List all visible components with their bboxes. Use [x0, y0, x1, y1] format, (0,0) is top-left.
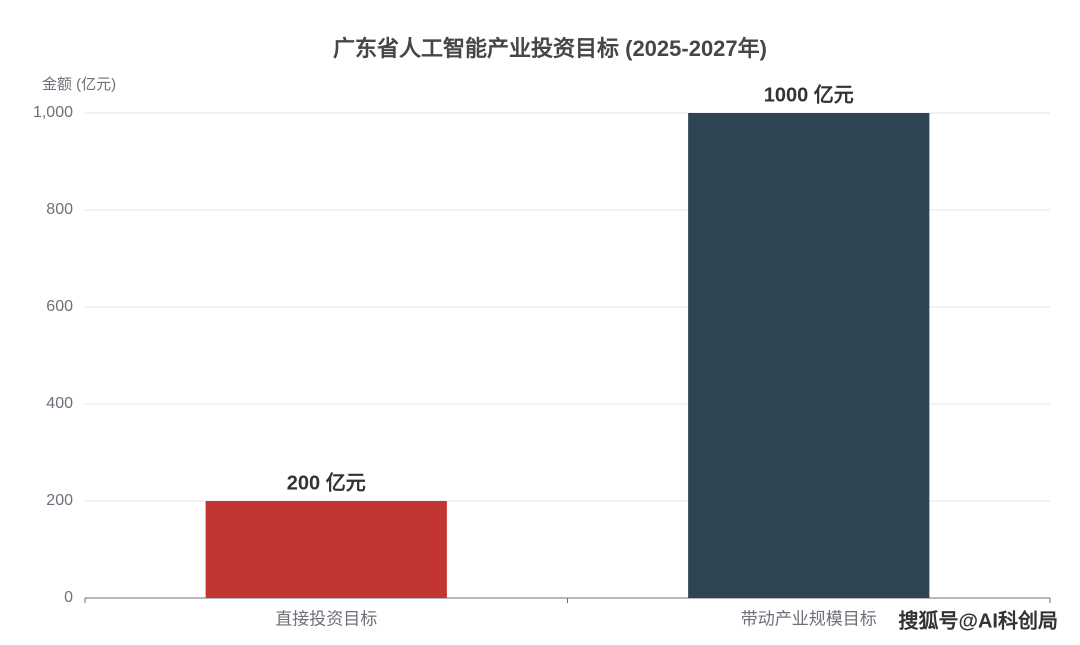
y-tick-label: 800: [46, 201, 73, 218]
x-tick-label: 带动产业规模目标: [741, 609, 877, 628]
y-tick-label: 400: [46, 395, 73, 412]
chart-title: 广东省人工智能产业投资目标 (2025-2027年): [333, 36, 767, 61]
bar: [205, 501, 447, 598]
watermark: 搜狐号@AI科创局: [898, 608, 1058, 632]
data-label: 1000 亿元: [764, 82, 854, 106]
y-tick-label: 600: [46, 298, 73, 315]
y-axis-label: 金额 (亿元): [42, 76, 116, 93]
y-tick-label: 200: [46, 492, 73, 509]
data-label: 200 亿元: [287, 470, 366, 494]
x-tick-label: 直接投资目标: [275, 609, 377, 628]
y-tick-label: 1,000: [33, 104, 73, 121]
y-tick-label: 0: [64, 589, 73, 606]
bar: [688, 113, 930, 598]
